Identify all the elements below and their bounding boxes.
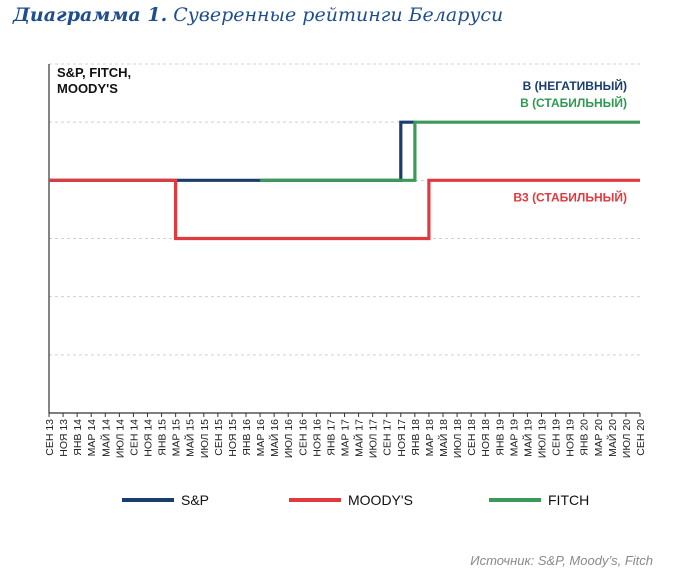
source-note: Источник: S&P, Moody’s, Fitch	[470, 553, 653, 568]
x-tick-label: ИЮЛ 17	[368, 419, 380, 458]
x-tick-label: МАР 15	[171, 419, 183, 457]
y-axis-label-line-1: S&P, FITCH,	[57, 65, 131, 80]
x-tick-label: ЯНВ 19	[494, 419, 506, 456]
x-tick-label: ИЮЛ 20	[621, 419, 633, 458]
x-axis-ticks: СЕН 13 НОЯ 13 ЯНВ 14 МАР 14 МАЙ 14 ИЮЛ 14 СЕН …	[44, 413, 647, 458]
x-tick-label: НОЯ 17	[396, 419, 408, 457]
x-tick-label: НОЯ 14	[143, 419, 155, 457]
x-tick-label: НОЯ 15	[227, 419, 239, 457]
x-tick-label: СЕН 20	[635, 419, 647, 456]
series-line-moody-s	[49, 178, 640, 241]
legend-label: FITCH	[548, 492, 589, 508]
x-tick-label: СЕН 15	[213, 419, 225, 456]
legend: S&P MOODY'S FITCH	[122, 492, 589, 508]
x-tick-label: ИЮЛ 19	[537, 419, 549, 458]
x-tick-label: СЕН 13	[44, 419, 56, 456]
x-tick-label: МАЙ 15	[184, 419, 197, 457]
x-tick-label: МАР 20	[593, 419, 605, 457]
x-tick-label: ИЮЛ 15	[199, 419, 211, 458]
x-tick-label: МАР 14	[86, 419, 98, 457]
x-tick-label: МАЙ 17	[353, 419, 366, 457]
x-tick-label: МАЙ 19	[521, 419, 534, 457]
x-tick-label: ЯНВ 14	[72, 419, 84, 456]
x-tick-label: ИЮЛ 18	[452, 419, 464, 458]
x-tick-label: МАР 16	[255, 419, 267, 457]
y-axis-label-line-2: MOODY'S	[57, 81, 118, 96]
series-line-s-p	[49, 120, 415, 182]
x-tick-label: СЕН 14	[128, 419, 140, 456]
x-tick-label: МАР 17	[340, 419, 352, 457]
legend-label: MOODY'S	[348, 492, 413, 508]
legend-label: S&P	[181, 492, 209, 508]
x-tick-label: ЯНВ 16	[241, 419, 253, 456]
x-tick-label: ИЮЛ 16	[283, 419, 295, 458]
x-tick-label: МАЙ 18	[437, 419, 450, 457]
y-axis-label: S&P, FITCH, MOODY'S	[57, 65, 131, 96]
x-tick-label: МАР 18	[424, 419, 436, 457]
x-tick-label: НОЯ 19	[565, 419, 577, 457]
x-tick-label: ЯНВ 17	[325, 419, 337, 456]
x-tick-label: СЕН 16	[297, 419, 309, 456]
figure-title-text: Суверенные рейтинги Беларуси	[173, 4, 504, 26]
x-tick-label: НОЯ 18	[480, 419, 492, 457]
annotation-label: B (НЕГАТИВНЫЙ)	[523, 78, 627, 93]
x-tick-label: СЕН 19	[551, 419, 563, 456]
x-tick-label: МАЙ 16	[268, 419, 281, 457]
figure-title-number: Диаграмма 1.	[13, 4, 168, 26]
ratings-chart: S&P, FITCH, MOODY'S СЕН 13 НОЯ 13 ЯНВ 14 МА…	[44, 63, 647, 508]
x-tick-label: НОЯ 16	[311, 419, 323, 457]
annotation-label: B3 (СТАБИЛЬНЫЙ)	[513, 189, 627, 204]
x-tick-label: МАР 19	[508, 419, 520, 457]
x-tick-label: ЯНВ 15	[157, 419, 169, 456]
x-tick-label: ИЮЛ 14	[114, 419, 126, 458]
x-tick-label: НОЯ 13	[58, 419, 70, 457]
figure-title: Диаграмма 1. Суверенные рейтинги Беларус…	[13, 4, 503, 26]
x-tick-label: СЕН 17	[382, 419, 394, 456]
x-tick-label: СЕН 18	[466, 419, 478, 456]
x-tick-label: ЯНВ 18	[410, 419, 422, 456]
annotations: B (НЕГАТИВНЫЙ) B (СТАБИЛЬНЫЙ) B3 (СТАБИЛЬН…	[513, 78, 627, 204]
x-tick-label: ЯНВ 20	[579, 419, 591, 456]
x-tick-label: МАЙ 20	[606, 419, 619, 457]
x-tick-label: МАЙ 14	[99, 419, 112, 457]
series-line-fitch	[260, 120, 640, 182]
series-lines	[49, 120, 640, 241]
annotation-label: B (СТАБИЛЬНЫЙ)	[520, 95, 627, 110]
